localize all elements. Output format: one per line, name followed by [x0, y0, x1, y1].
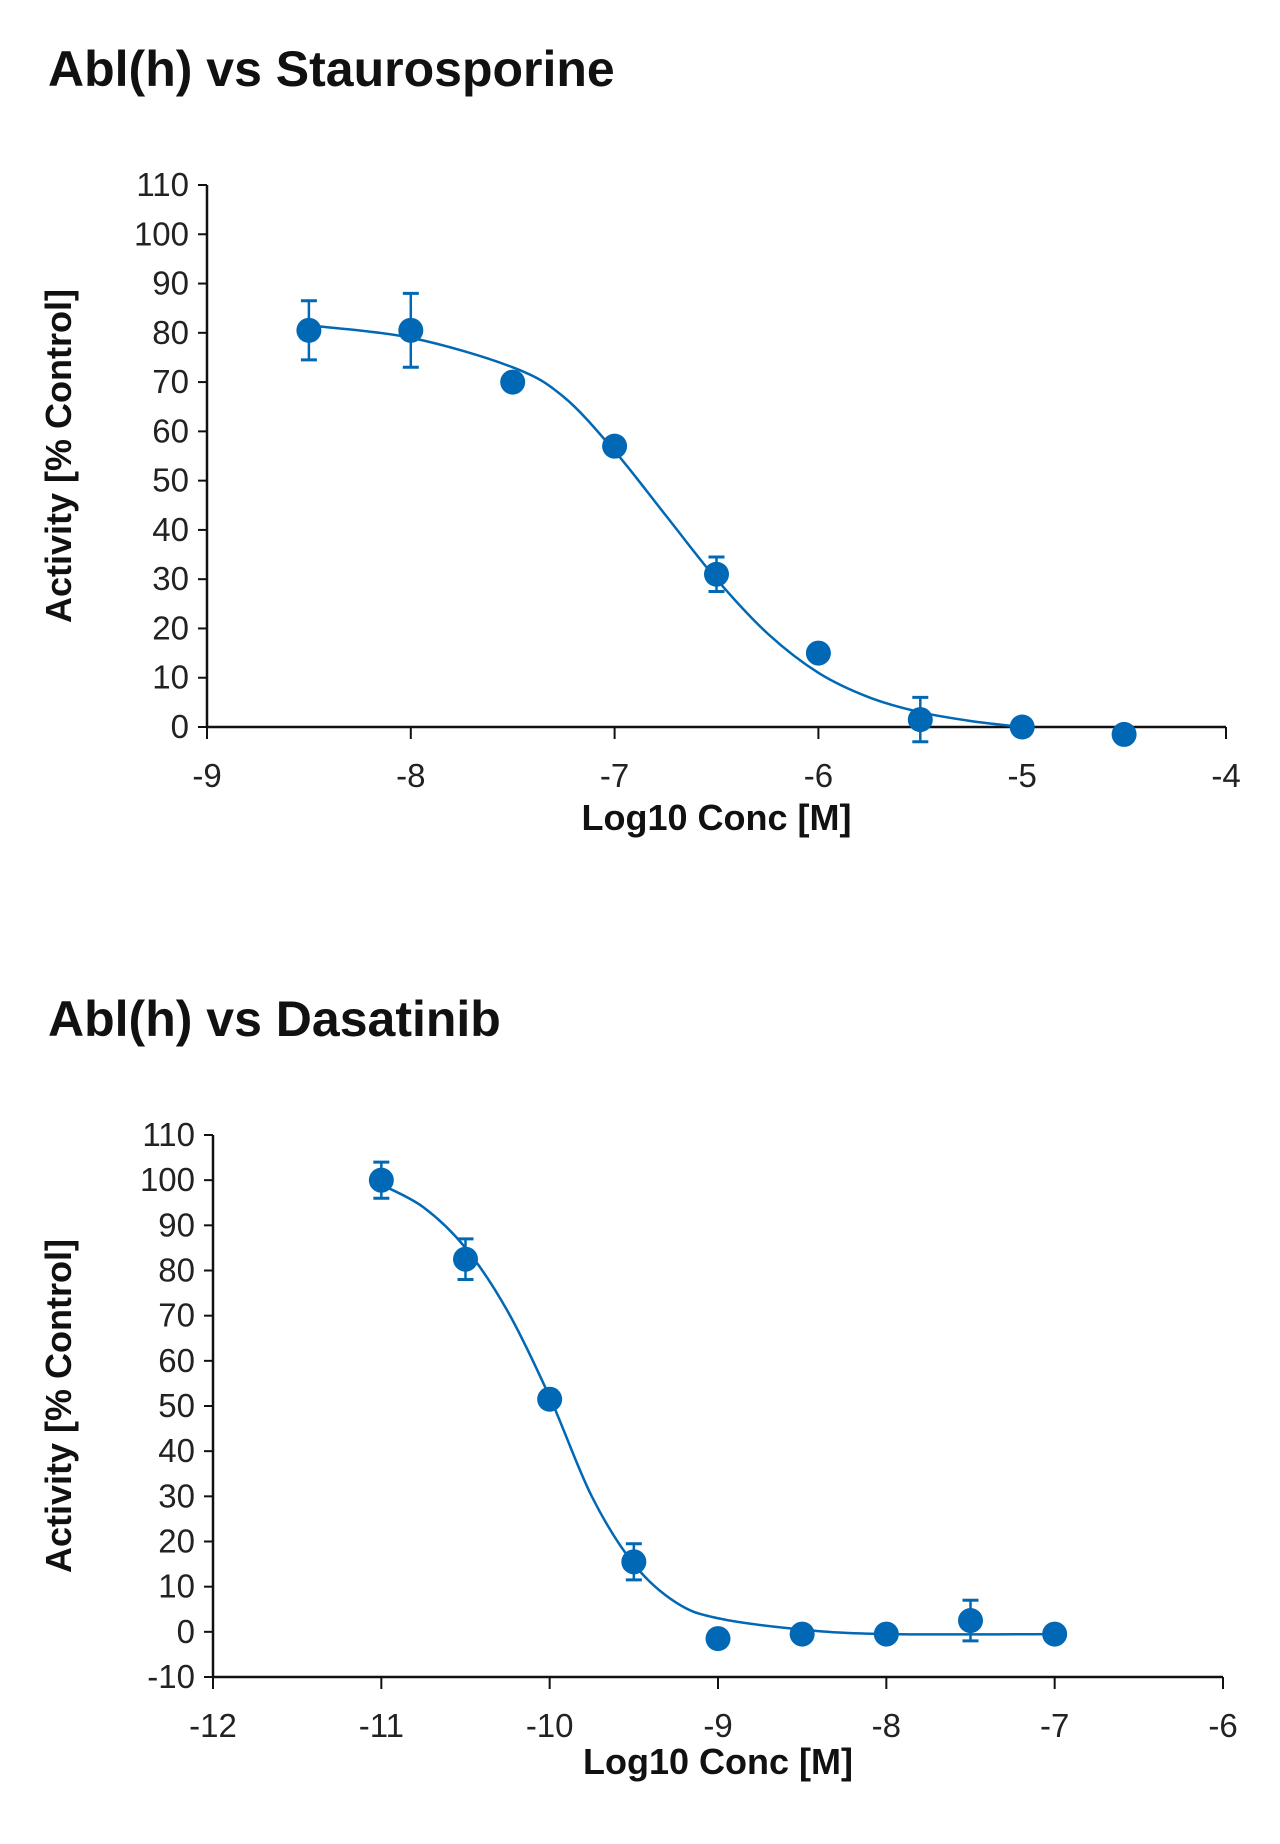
y-tick-label: 60 [152, 412, 189, 449]
data-point [789, 1621, 815, 1647]
x-tick-label: -6 [804, 757, 833, 794]
data-point [602, 433, 628, 459]
data-point [621, 1549, 647, 1575]
y-tick-label: 80 [152, 314, 189, 351]
x-tick-label: -8 [872, 1707, 901, 1744]
chart-staurosporine: 0 10 20 30 40 50 60 70 80 90 100 110 -9 -8 -7 -6 -5 -4 Log… [38, 166, 1241, 838]
y-tick-label: 50 [158, 1387, 195, 1424]
x-tick-label: -6 [1208, 1707, 1237, 1744]
y-tick-label: 100 [140, 1161, 195, 1198]
x-tick-label: -12 [189, 1707, 237, 1744]
y-tick-label: 70 [158, 1297, 195, 1334]
chart-title-dasatinib: Abl(h) vs Dasatinib [48, 991, 501, 1047]
x-tick-label: -4 [1211, 757, 1240, 794]
x-tick-label: -8 [396, 757, 425, 794]
y-tick-label: 70 [152, 363, 189, 400]
data-point [453, 1246, 478, 1272]
y-tick-label: 110 [142, 1116, 195, 1153]
data-point [1111, 721, 1137, 747]
data-point [705, 1626, 731, 1652]
fit-curve [380, 1183, 1055, 1636]
x-tick-label: -5 [1008, 757, 1037, 794]
y-tick-label: 50 [152, 462, 189, 499]
y-tick-label: 100 [134, 215, 189, 252]
y-axis-label: Activity [% Control] [38, 289, 79, 623]
y-tick-label: 80 [158, 1252, 195, 1289]
x-tick-label: -10 [526, 1707, 574, 1744]
x-tick-label: -7 [1040, 1707, 1069, 1744]
data-point [873, 1621, 899, 1647]
y-tick-label: 60 [158, 1342, 195, 1379]
y-axis-label: Activity [% Control] [38, 1239, 79, 1573]
x-tick-label: -11 [359, 1707, 404, 1744]
chart-dasatinib: -10 0 10 20 30 40 50 60 70 80 90 100 110 -12 -11 -10 -9 -… [38, 1116, 1238, 1782]
y-tick-label: 30 [152, 560, 189, 597]
data-point [1042, 1621, 1068, 1647]
data-point [398, 317, 424, 343]
y-tick-label: 0 [177, 1613, 195, 1650]
fit-curve [308, 324, 1023, 729]
x-axis-label: Log10 Conc [M] [583, 1741, 853, 1782]
y-tick-label: 40 [152, 511, 189, 548]
data-point [296, 317, 322, 343]
data-point [368, 1167, 394, 1193]
x-axis-label: Log10 Conc [M] [582, 797, 852, 838]
x-tick-label: -7 [600, 757, 629, 794]
data-point [1009, 714, 1035, 740]
y-tick-label: 90 [152, 265, 189, 302]
data-point [958, 1608, 983, 1634]
data-point [907, 707, 933, 733]
y-tick-label: 90 [158, 1206, 195, 1243]
x-tick-label: -9 [192, 757, 221, 794]
y-tick-label: 10 [158, 1568, 195, 1605]
y-tick-label: 30 [158, 1477, 195, 1514]
data-point [537, 1386, 563, 1412]
data-point [805, 640, 831, 666]
y-tick-label: -10 [147, 1658, 195, 1695]
chart-title-staurosporine: Abl(h) vs Staurosporine [48, 41, 615, 97]
data-point [500, 369, 526, 395]
data-point [704, 561, 729, 587]
y-tick-label: 20 [152, 609, 189, 646]
y-tick-label: 0 [171, 708, 189, 745]
y-tick-label: 10 [152, 659, 189, 696]
y-tick-label: 110 [136, 166, 189, 203]
y-tick-label: 40 [158, 1432, 195, 1469]
x-tick-label: -9 [703, 1707, 732, 1744]
y-tick-label: 20 [158, 1523, 195, 1560]
